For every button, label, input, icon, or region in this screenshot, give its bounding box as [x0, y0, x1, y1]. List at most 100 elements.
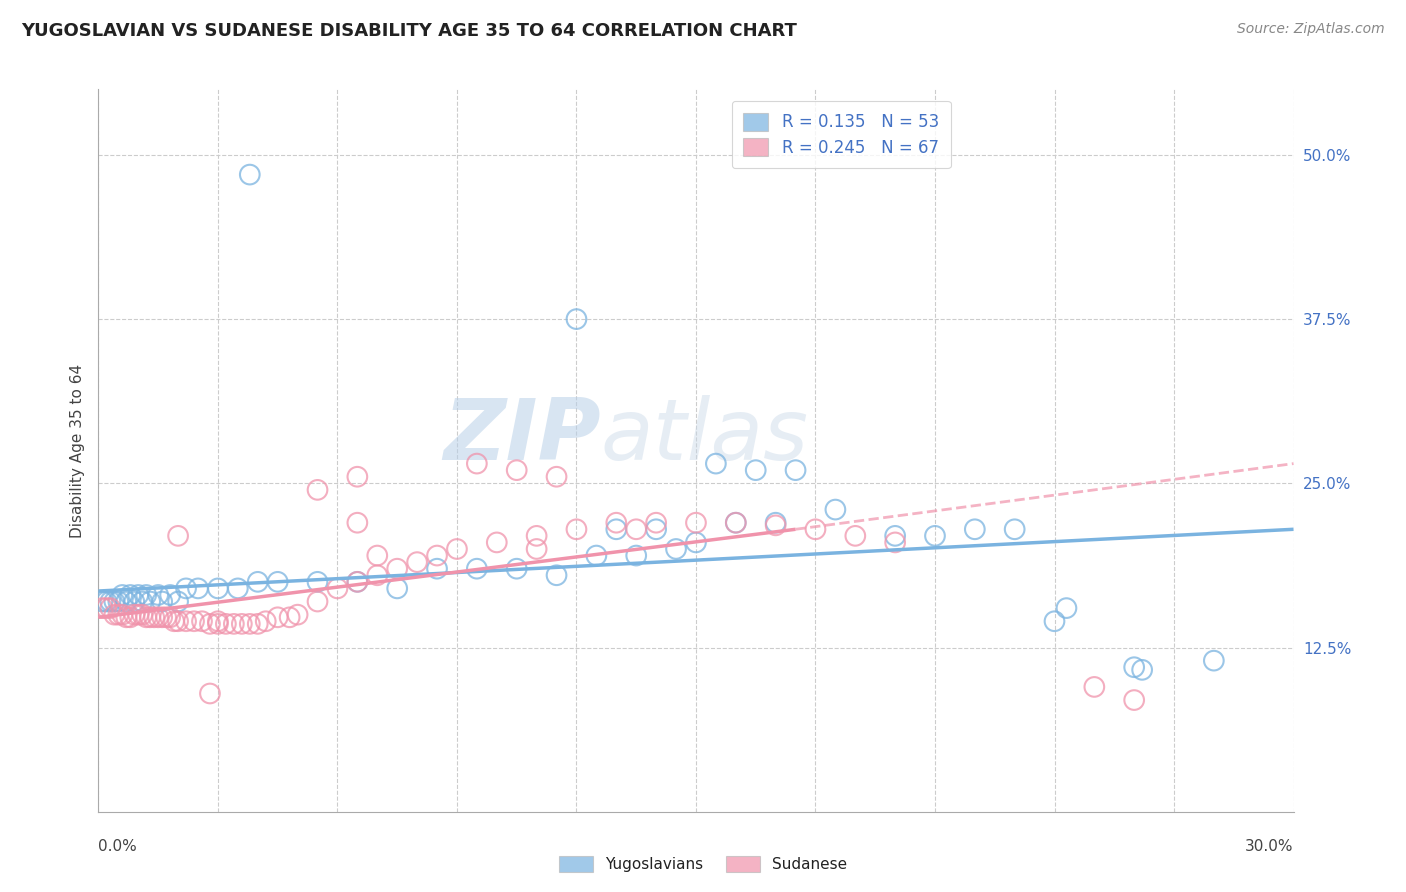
- Point: [98, 601, 122, 615]
- Point: [124, 594, 146, 608]
- Point: [167, 529, 190, 543]
- Point: [366, 568, 388, 582]
- Point: [346, 469, 368, 483]
- Point: [254, 614, 277, 628]
- Point: [1043, 614, 1066, 628]
- Point: [307, 483, 329, 497]
- Point: [1123, 660, 1146, 674]
- Point: [91, 594, 114, 608]
- Point: [115, 594, 138, 608]
- Point: [103, 607, 125, 622]
- Point: [183, 614, 205, 628]
- Point: [239, 168, 262, 182]
- Point: [98, 594, 122, 608]
- Point: [884, 535, 907, 549]
- Point: [704, 457, 727, 471]
- Point: [924, 529, 946, 543]
- Point: [745, 463, 768, 477]
- Point: [724, 516, 747, 530]
- Point: [346, 574, 368, 589]
- Point: [1123, 693, 1146, 707]
- Text: atlas: atlas: [600, 394, 808, 477]
- Point: [111, 588, 134, 602]
- Point: [665, 541, 688, 556]
- Point: [107, 594, 129, 608]
- Point: [103, 594, 125, 608]
- Point: [765, 518, 787, 533]
- Point: [120, 588, 142, 602]
- Point: [246, 574, 269, 589]
- Point: [174, 582, 197, 596]
- Point: [163, 614, 186, 628]
- Point: [1056, 601, 1078, 615]
- Point: [222, 616, 245, 631]
- Point: [685, 516, 707, 530]
- Point: [645, 522, 668, 536]
- Point: [585, 549, 607, 563]
- Point: [326, 582, 349, 596]
- Point: [565, 312, 588, 326]
- Point: [191, 614, 214, 628]
- Point: [406, 555, 429, 569]
- Point: [346, 574, 368, 589]
- Point: [167, 614, 190, 628]
- Point: [246, 616, 269, 631]
- Point: [546, 469, 568, 483]
- Point: [1130, 663, 1153, 677]
- Point: [1083, 680, 1105, 694]
- Point: [884, 529, 907, 543]
- Point: [150, 594, 173, 608]
- Point: [231, 616, 253, 631]
- Point: [785, 463, 807, 477]
- Point: [465, 457, 488, 471]
- Point: [150, 610, 173, 624]
- Y-axis label: Disability Age 35 to 64: Disability Age 35 to 64: [69, 363, 84, 538]
- Point: [685, 535, 707, 549]
- Point: [198, 686, 221, 700]
- Point: [239, 616, 262, 631]
- Point: [844, 529, 866, 543]
- Point: [506, 562, 529, 576]
- Point: [174, 614, 197, 628]
- Point: [626, 549, 648, 563]
- Point: [307, 594, 329, 608]
- Point: [135, 588, 157, 602]
- Point: [148, 610, 170, 624]
- Point: [115, 610, 138, 624]
- Point: [139, 610, 162, 624]
- Point: [804, 522, 827, 536]
- Point: [546, 568, 568, 582]
- Point: [267, 574, 290, 589]
- Point: [307, 574, 329, 589]
- Legend: R = 0.135   N = 53, R = 0.245   N = 67: R = 0.135 N = 53, R = 0.245 N = 67: [731, 101, 950, 169]
- Point: [1202, 654, 1225, 668]
- Point: [207, 582, 229, 596]
- Point: [278, 610, 301, 624]
- Legend: Yugoslavians, Sudanese: Yugoslavians, Sudanese: [551, 848, 855, 880]
- Point: [120, 610, 142, 624]
- Text: Source: ZipAtlas.com: Source: ZipAtlas.com: [1237, 22, 1385, 37]
- Point: [765, 516, 787, 530]
- Point: [287, 607, 309, 622]
- Point: [724, 516, 747, 530]
- Point: [385, 582, 409, 596]
- Point: [91, 601, 114, 615]
- Point: [645, 516, 668, 530]
- Point: [824, 502, 846, 516]
- Point: [127, 588, 149, 602]
- Point: [446, 541, 468, 556]
- Point: [626, 522, 648, 536]
- Point: [605, 522, 627, 536]
- Text: ZIP: ZIP: [443, 394, 600, 477]
- Point: [485, 535, 508, 549]
- Point: [267, 610, 290, 624]
- Point: [605, 516, 627, 530]
- Point: [1004, 522, 1026, 536]
- Point: [526, 529, 548, 543]
- Point: [366, 549, 388, 563]
- Point: [187, 582, 209, 596]
- Point: [127, 607, 149, 622]
- Point: [96, 594, 118, 608]
- Point: [96, 601, 118, 615]
- Point: [426, 562, 449, 576]
